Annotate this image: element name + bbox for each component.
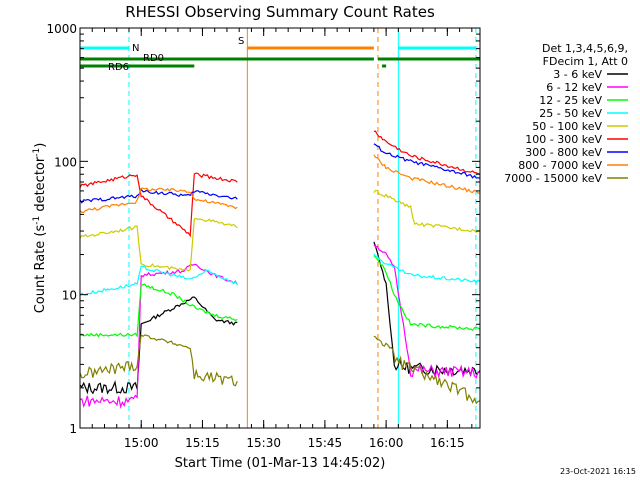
x-tick-label: 16:15 bbox=[430, 436, 465, 450]
flag-label-rd6: RD6 bbox=[108, 62, 129, 73]
legend-entry-label: 50 - 100 keV bbox=[532, 120, 602, 133]
series-line bbox=[79, 244, 481, 409]
y-tick-label: 10 bbox=[62, 289, 77, 303]
legend-entry-label: 7000 - 15000 keV bbox=[504, 172, 602, 185]
flag-label-rd0: RD0 bbox=[143, 53, 164, 64]
legend-entry-label: 100 - 300 keV bbox=[525, 133, 602, 146]
plot-frame bbox=[79, 27, 481, 429]
x-tick-label: 15:45 bbox=[308, 436, 343, 450]
legend-header-line-2: FDecim 1, Att 0 bbox=[543, 55, 628, 68]
plot-area: N S RD0 RD6 1 10 100 1000 15:00 15:15 15:30 15:45 16… bbox=[46, 22, 481, 450]
legend-entry-label: 6 - 12 keV bbox=[546, 81, 602, 94]
x-tick-label: 15:15 bbox=[185, 436, 220, 450]
x-tick-label: 16:00 bbox=[369, 436, 404, 450]
legend-entry-label: 3 - 6 keV bbox=[553, 68, 602, 81]
x-axis-label: Start Time (01-Mar-13 14:45:02) bbox=[175, 456, 386, 471]
chart-title: RHESSI Observing Summary Count Rates bbox=[125, 3, 435, 21]
legend-entry-label: 800 - 7000 keV bbox=[518, 159, 602, 172]
legend-entry-label: 25 - 50 keV bbox=[539, 107, 602, 120]
series-line bbox=[79, 154, 481, 213]
flag-label-n: N bbox=[132, 43, 139, 54]
x-tick-label: 15:00 bbox=[124, 436, 159, 450]
y-axis-label: Count Rate (s-1 detector-1) bbox=[32, 143, 48, 314]
series-line bbox=[79, 130, 481, 238]
series-line bbox=[79, 189, 481, 272]
series-line bbox=[79, 255, 481, 338]
y-tick-label: 1 bbox=[69, 422, 77, 436]
legend-header-line-1: Det 1,3,4,5,6,9, bbox=[542, 42, 628, 55]
x-tick-label: 15:30 bbox=[246, 436, 281, 450]
y-tick-label: 1000 bbox=[46, 22, 77, 36]
legend-entry-label: 300 - 800 keV bbox=[525, 146, 602, 159]
flag-label-s: S bbox=[238, 36, 244, 47]
generation-timestamp: 23-Oct-2021 16:15 bbox=[560, 467, 636, 476]
series-line bbox=[79, 143, 481, 204]
series-line bbox=[79, 333, 481, 405]
y-tick-label: 100 bbox=[54, 155, 77, 169]
series-line bbox=[79, 253, 481, 296]
legend-entry-label: 12 - 25 keV bbox=[539, 94, 602, 107]
